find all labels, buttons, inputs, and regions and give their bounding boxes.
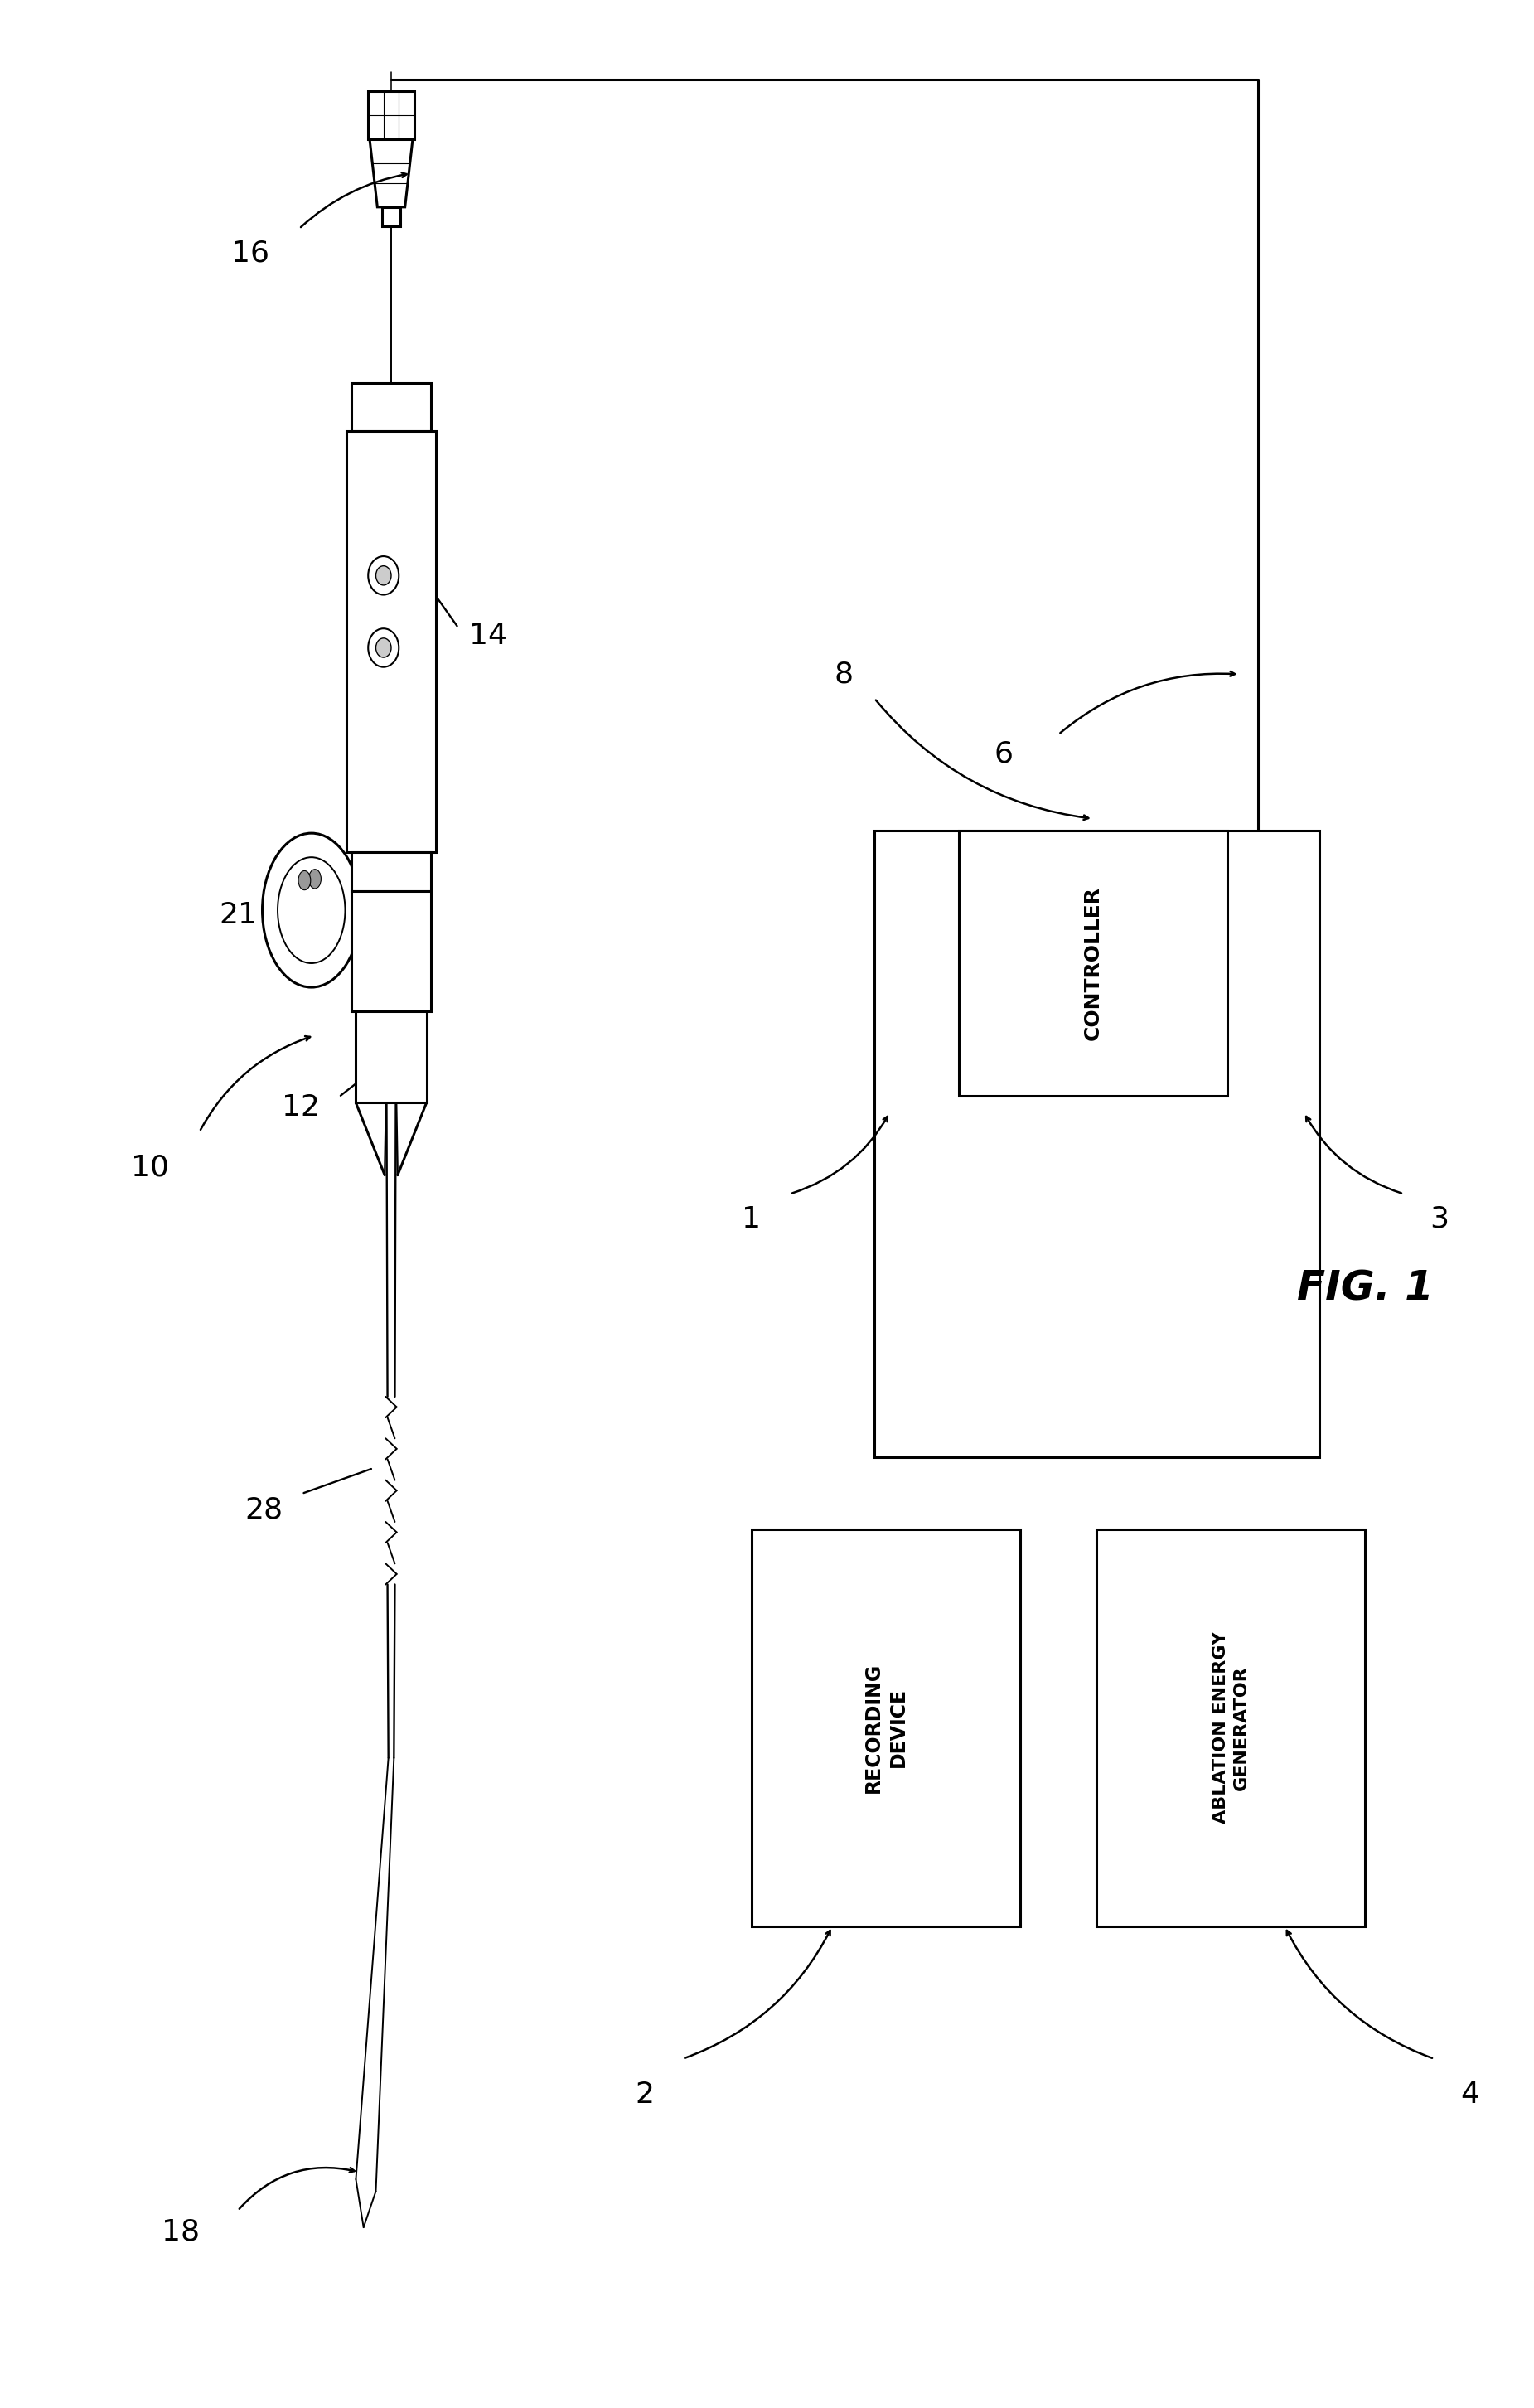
Bar [959, 831, 1227, 1096]
Bar [752, 1529, 1020, 1926]
Bar [874, 831, 1319, 1457]
Bar [351, 383, 431, 431]
Text: RECORDING
DEVICE: RECORDING DEVICE [864, 1662, 908, 1794]
Bar [347, 431, 436, 852]
Text: 6: 6 [994, 739, 1012, 768]
Circle shape [278, 857, 345, 963]
Text: 12: 12 [282, 1093, 319, 1122]
Ellipse shape [368, 628, 399, 667]
Circle shape [308, 869, 321, 889]
Bar [351, 852, 431, 891]
Text: CONTROLLER: CONTROLLER [1083, 886, 1103, 1040]
Circle shape [298, 872, 310, 891]
Polygon shape [370, 140, 413, 207]
Text: ABLATION ENERGY
GENERATOR: ABLATION ENERGY GENERATOR [1212, 1633, 1250, 1823]
Text: 1: 1 [742, 1204, 761, 1233]
Text: 8: 8 [834, 660, 853, 689]
Ellipse shape [368, 556, 399, 595]
Text: 18: 18 [163, 2218, 199, 2247]
Bar [356, 1011, 426, 1103]
Text: 3: 3 [1430, 1204, 1448, 1233]
Text: 21: 21 [219, 901, 256, 929]
Text: FIG. 1: FIG. 1 [1296, 1269, 1434, 1308]
Ellipse shape [376, 566, 391, 585]
Text: 14: 14 [469, 621, 506, 650]
Ellipse shape [376, 638, 391, 657]
Text: 4: 4 [1460, 2081, 1479, 2109]
Bar [351, 891, 431, 1011]
Bar [368, 92, 414, 140]
Circle shape [262, 833, 360, 987]
Text: 16: 16 [232, 238, 268, 267]
Bar [382, 207, 400, 226]
Bar [1097, 1529, 1365, 1926]
Text: 28: 28 [245, 1495, 282, 1524]
Text: 10: 10 [132, 1153, 169, 1182]
Text: 2: 2 [635, 2081, 653, 2109]
